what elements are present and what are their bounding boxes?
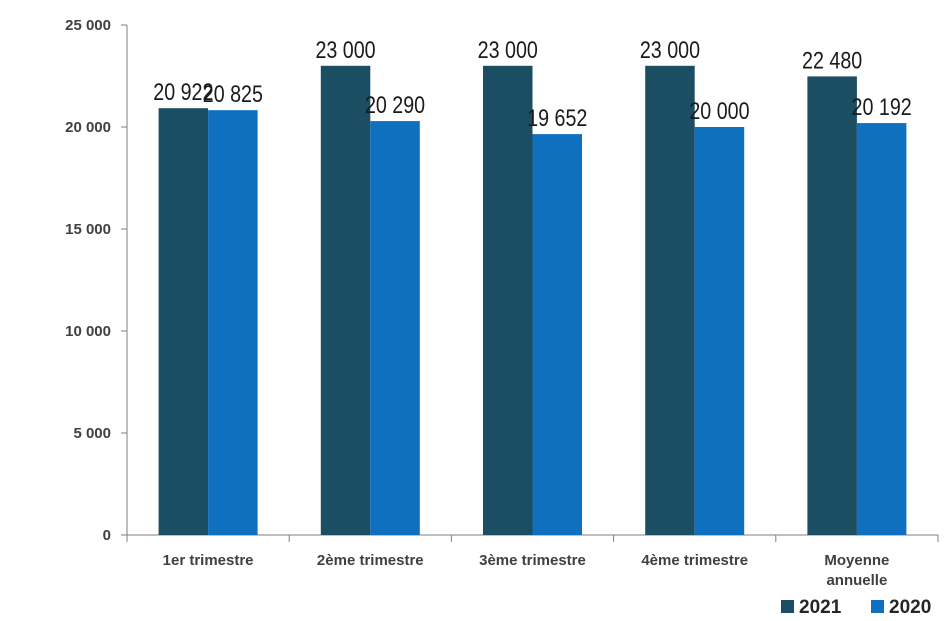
x-tick-label: 3ème trimestre <box>479 552 586 569</box>
legend-swatch-2021 <box>781 600 794 613</box>
bars <box>158 65 907 536</box>
bar-2021 <box>807 76 857 536</box>
legend-label: 2021 <box>799 597 842 618</box>
data-label: 22 480 <box>802 47 862 74</box>
bar-2021 <box>645 65 695 536</box>
y-tick-label: 25 000 <box>65 17 111 34</box>
x-tick-label: 4ème trimestre <box>641 552 748 569</box>
x-tick-label: 1er trimestre <box>163 552 254 569</box>
data-label: 23 000 <box>640 36 700 63</box>
bar-2020 <box>856 123 907 536</box>
y-tick-label: 10 000 <box>65 323 111 340</box>
bar-2021 <box>483 65 533 536</box>
data-label: 20 922 <box>153 78 213 105</box>
y-tick-label: 20 000 <box>65 119 111 136</box>
y-tick-label: 5 000 <box>73 425 111 442</box>
bar-2021 <box>320 65 371 536</box>
bar-2020 <box>532 134 582 536</box>
data-label: 23 000 <box>478 36 538 63</box>
legend-swatch-2020 <box>871 600 884 613</box>
bar-2020 <box>370 121 420 536</box>
data-label: 20 290 <box>365 91 425 118</box>
data-label: 19 652 <box>527 104 587 131</box>
data-label: 20 825 <box>203 80 263 107</box>
legend-label: 2020 <box>889 597 931 618</box>
data-label: 20 192 <box>852 93 912 120</box>
x-axis: 1er trimestre 2ème trimestre 3ème trimestr… <box>126 534 939 589</box>
data-label: 23 000 <box>315 36 375 63</box>
bar-2020 <box>208 110 258 536</box>
y-tick-label: 15 000 <box>65 221 111 238</box>
x-tick-label: Moyenne annuelle <box>824 552 889 589</box>
bar-2020 <box>694 127 745 535</box>
x-tick-label: 2ème trimestre <box>317 552 424 569</box>
y-axis: 0 5 000 10 000 15 000 20 000 25 000 <box>65 17 128 544</box>
y-tick-label: 0 <box>103 527 111 544</box>
legend: 2021 2020 <box>781 597 931 618</box>
data-label: 20 000 <box>689 97 749 124</box>
bar-2021 <box>158 108 209 536</box>
